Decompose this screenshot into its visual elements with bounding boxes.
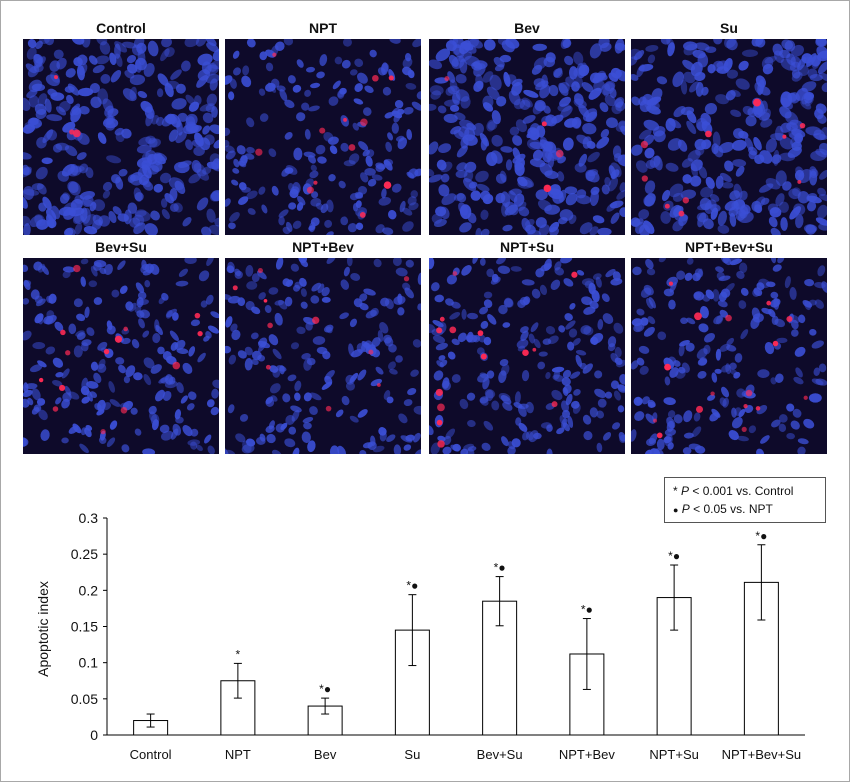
micrograph-npt-bev — [225, 258, 421, 454]
panel-label-control: Control — [96, 20, 146, 36]
significance-marker: *● — [755, 529, 767, 543]
x-tick-label: Su — [404, 747, 420, 762]
significance-marker: * — [236, 647, 241, 661]
chart-bars: Control * NPT *● Bev *● Su *● Bev+Su *● NPT+Bev *● N… — [130, 529, 801, 762]
legend-text-1: < 0.001 vs. Control — [689, 484, 794, 498]
x-tick-label: Control — [130, 747, 172, 762]
micrograph-bev — [429, 39, 625, 235]
dot-icon: ● — [673, 505, 679, 515]
x-tick-label: Bev — [314, 747, 337, 762]
chart-axes: 0 0.05 0.1 0.15 0.2 0.25 0.3 — [71, 510, 805, 743]
significance-marker: *● — [494, 561, 506, 575]
legend-text-2: < 0.05 vs. NPT — [689, 502, 773, 516]
y-tick-label: 0.05 — [71, 691, 98, 707]
significance-marker: *● — [581, 603, 593, 617]
panel-label-npt: NPT — [309, 20, 337, 36]
legend-row-npt: ● P < 0.05 vs. NPT — [673, 502, 773, 516]
panel-label-npt-bev-su: NPT+Bev+Su — [685, 239, 773, 255]
y-tick-label: 0.2 — [79, 582, 99, 598]
y-axis-label: Apoptotic index — [35, 581, 51, 677]
asterisk-icon: * — [673, 484, 678, 498]
legend-p-1: P — [681, 484, 690, 498]
x-tick-label: Bev+Su — [477, 747, 523, 762]
x-tick-label: NPT+Su — [649, 747, 699, 762]
panel-label-npt-su: NPT+Su — [499, 239, 555, 255]
x-tick-label: NPT+Bev — [559, 747, 615, 762]
y-tick-label: 0.1 — [79, 655, 99, 671]
micrograph-su — [631, 39, 827, 235]
micrograph-bev-su — [23, 258, 219, 454]
significance-marker: *● — [668, 549, 680, 563]
y-tick-label: 0.15 — [71, 619, 98, 635]
y-tick-label: 0.3 — [79, 510, 99, 526]
y-tick-label: 0.25 — [71, 546, 98, 562]
legend-p-2: P — [681, 502, 690, 516]
panel-label-su: Su — [720, 20, 738, 36]
micrograph-npt — [225, 39, 421, 235]
significance-marker: *● — [406, 579, 418, 593]
legend-row-control: * P < 0.001 vs. Control — [673, 484, 793, 498]
micrograph-npt-bev-su — [631, 258, 827, 454]
panel-label-npt-bev: NPT+Bev — [292, 239, 354, 255]
significance-marker: *● — [319, 682, 331, 696]
x-tick-label: NPT+Bev+Su — [722, 747, 802, 762]
panel-label-bev-su: Bev+Su — [95, 239, 147, 255]
micrograph-control — [23, 39, 219, 235]
micrograph-npt-su — [429, 258, 625, 454]
panel-label-bev: Bev — [514, 20, 540, 36]
chart-legend: * P < 0.001 vs. Control ● P < 0.05 vs. N… — [664, 477, 826, 523]
apoptotic-index-chart: 0 0.05 0.1 0.15 0.2 0.25 0.3 Control * NPT *● Bev *… — [35, 510, 805, 762]
x-tick-label: NPT — [225, 747, 251, 762]
y-tick-label: 0 — [90, 727, 98, 743]
